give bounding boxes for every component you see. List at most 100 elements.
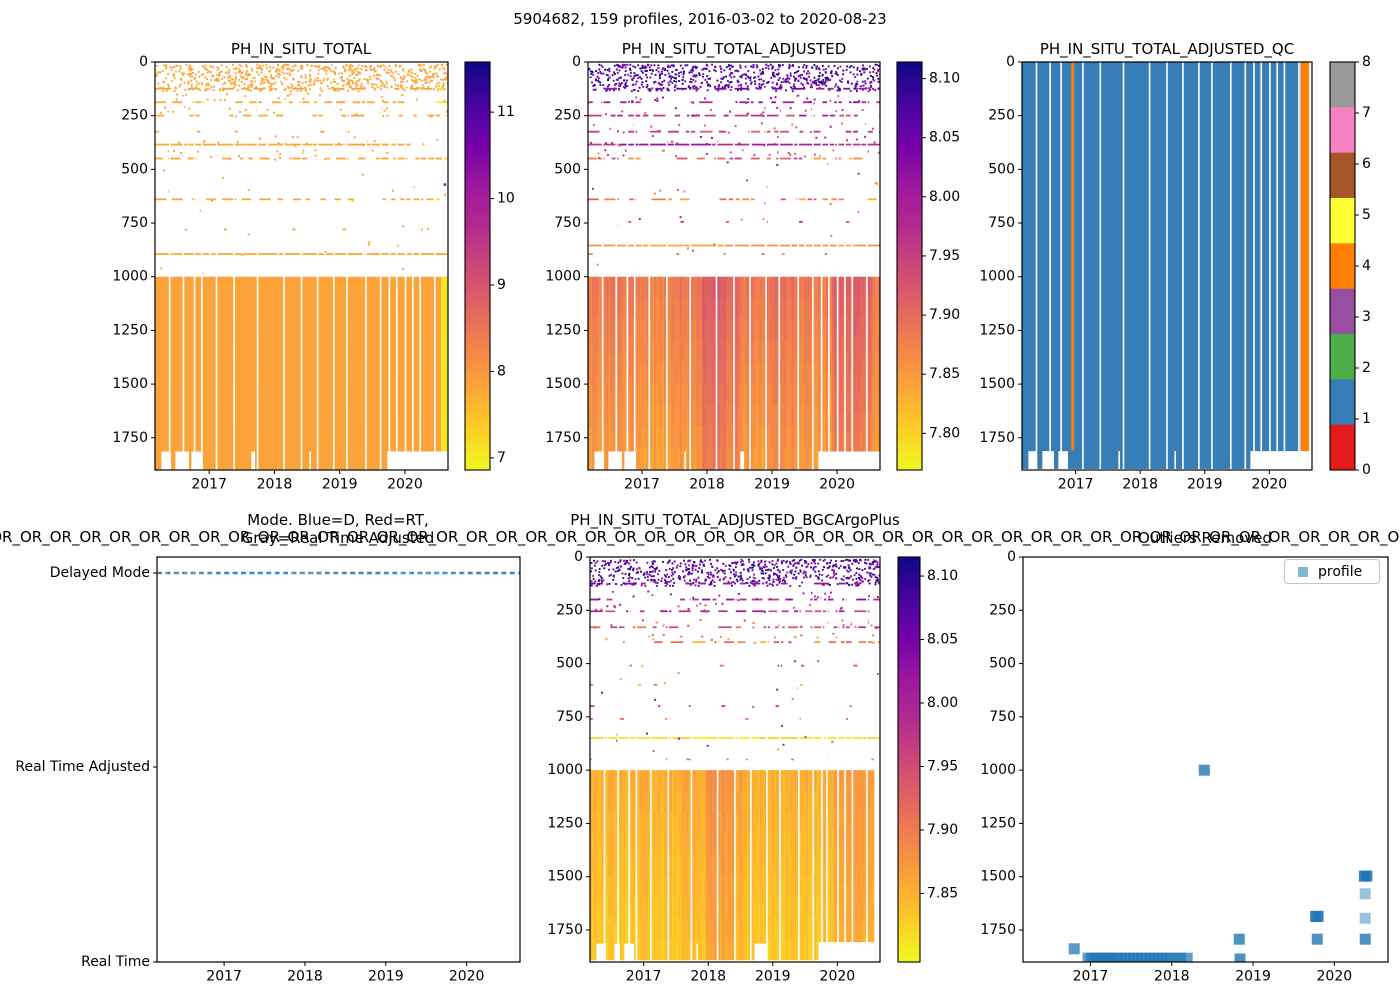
svg-text:250: 250 (988, 108, 1015, 124)
svg-text:1250: 1250 (979, 322, 1015, 338)
svg-text:1250: 1250 (545, 322, 581, 338)
figure-suptitle: 5904682, 159 profiles, 2016-03-02 to 202… (513, 10, 887, 28)
svg-text:8.10: 8.10 (929, 71, 960, 87)
svg-text:1000: 1000 (979, 269, 1015, 285)
svg-text:0: 0 (1006, 54, 1015, 70)
svg-text:Real Time: Real Time (81, 954, 150, 970)
profile-point (1233, 933, 1245, 945)
svg-text:2019: 2019 (754, 477, 790, 493)
svg-text:1750: 1750 (979, 430, 1015, 446)
svg-text:2: 2 (1362, 360, 1371, 376)
profile-point (1359, 912, 1371, 924)
svg-text:750: 750 (988, 215, 1015, 231)
svg-text:Real Time Adjusted: Real Time Adjusted (15, 759, 150, 775)
svg-text:500: 500 (988, 161, 1015, 177)
svg-text:3: 3 (1362, 309, 1371, 325)
profile-point (1359, 888, 1371, 900)
svg-text:2018: 2018 (257, 477, 293, 493)
svg-text:4: 4 (1362, 258, 1371, 274)
svg-text:750: 750 (554, 215, 581, 231)
svg-text:6: 6 (1362, 156, 1371, 172)
svg-text:8: 8 (497, 363, 506, 379)
svg-text:500: 500 (121, 161, 148, 177)
svg-text:5: 5 (1362, 207, 1371, 223)
profile-marker-icon (1298, 566, 1308, 577)
profile-point (1164, 952, 1176, 962)
svg-text:2020: 2020 (1252, 477, 1288, 493)
profile-legend-label: profile (1318, 563, 1363, 580)
svg-text:1250: 1250 (112, 322, 148, 338)
profile-point (1181, 952, 1193, 962)
profile-point (1068, 943, 1080, 955)
qc-flags-overlay-text: OR_OR_OR_OR_OR_OR_OR_OR_OR_OR_OR_OR_OR_O… (0, 528, 1400, 546)
svg-text:8.05: 8.05 (929, 130, 960, 146)
title-outliers-removed: Outliers Removed (1138, 529, 1272, 547)
svg-text:7: 7 (497, 450, 506, 466)
svg-text:Delayed Mode: Delayed Mode (50, 565, 150, 581)
title-mode-line1: Mode. Blue=D, Red=RT, (247, 511, 429, 529)
svg-text:7: 7 (1362, 105, 1371, 121)
profile-point (1198, 764, 1210, 776)
profile-legend[interactable]: profile (1284, 559, 1380, 584)
svg-text:1500: 1500 (979, 376, 1015, 392)
svg-text:2020: 2020 (387, 477, 423, 493)
ph-adjusted-data (588, 63, 880, 470)
svg-text:250: 250 (121, 108, 148, 124)
profile-point (1234, 953, 1246, 962)
svg-text:11: 11 (497, 104, 515, 120)
svg-text:2020: 2020 (819, 477, 855, 493)
profile-point (1361, 870, 1373, 882)
svg-text:1750: 1750 (545, 430, 581, 446)
svg-text:1750: 1750 (112, 430, 148, 446)
svg-text:1500: 1500 (545, 376, 581, 392)
ph-qc-plot: 2017 2018 2019 2020025050075010001250150017… (979, 54, 1371, 493)
svg-text:0: 0 (572, 54, 581, 70)
svg-text:1500: 1500 (112, 376, 148, 392)
svg-text:8: 8 (1362, 54, 1371, 70)
svg-text:2017: 2017 (624, 477, 660, 493)
ph-total-data (155, 63, 448, 470)
title-ph-in-situ-total: PH_IN_SITU_TOTAL (230, 40, 372, 58)
profile-point (1175, 952, 1187, 962)
svg-text:1000: 1000 (112, 269, 148, 285)
svg-text:1000: 1000 (545, 269, 581, 285)
ph-qc-data (1022, 62, 1310, 470)
svg-text:2018: 2018 (1122, 477, 1158, 493)
profile-point (1311, 933, 1323, 945)
svg-text:2018: 2018 (689, 477, 725, 493)
svg-text:2017: 2017 (1058, 477, 1094, 493)
svg-text:2019: 2019 (322, 477, 358, 493)
svg-text:2020: 2020 (449, 969, 485, 985)
svg-text:2019: 2019 (368, 969, 404, 985)
mode-plot: 2017 2018 2019 2020 Delayed Mode Real Time Ad… (15, 556, 521, 985)
svg-text:2017: 2017 (191, 477, 227, 493)
ph-adjusted-plot: 2017 2018 2019 2020 0 250 500 750 1000 1250 1500 17… (545, 54, 960, 493)
svg-text:1: 1 (1362, 411, 1371, 427)
title-mode-line2: Gray=Real Time Adjusted (241, 529, 435, 547)
outliers-plot: 2017 2018 2019 2020025050075010001250150017… (980, 549, 1389, 985)
title-ph-in-situ-total-adjusted-qc: PH_IN_SITU_TOTAL_ADJUSTED_QC (1039, 40, 1295, 58)
svg-text:2018: 2018 (287, 969, 323, 985)
svg-text:2017: 2017 (206, 969, 242, 985)
svg-text:2019: 2019 (1187, 477, 1223, 493)
svg-text:500: 500 (554, 161, 581, 177)
profile-point (1359, 933, 1371, 945)
ph-bgc-data (590, 558, 880, 962)
profile-point (1312, 910, 1324, 922)
svg-text:0: 0 (139, 54, 148, 70)
title-ph-bgcargoplus: PH_IN_SITU_TOTAL_ADJUSTED_BGCArgoPlus (570, 511, 900, 529)
svg-text:7.85: 7.85 (929, 366, 960, 382)
svg-text:9: 9 (497, 277, 506, 293)
ph-total-plot: 2017 2018 2019 2020 0 250 500 750 1000 1250 1500 17… (112, 54, 514, 493)
ph-bgc-plot: 2017 2018 2019 2020025050075010001250150017… (547, 549, 958, 985)
svg-text:8.00: 8.00 (929, 189, 960, 205)
svg-text:7.95: 7.95 (929, 248, 960, 264)
svg-text:0: 0 (1362, 462, 1371, 478)
profile-points (1068, 764, 1373, 962)
svg-text:7.90: 7.90 (929, 307, 960, 323)
svg-text:7.80: 7.80 (929, 425, 960, 441)
title-ph-in-situ-total-adjusted: PH_IN_SITU_TOTAL_ADJUSTED (621, 40, 847, 58)
svg-text:10: 10 (497, 191, 515, 207)
